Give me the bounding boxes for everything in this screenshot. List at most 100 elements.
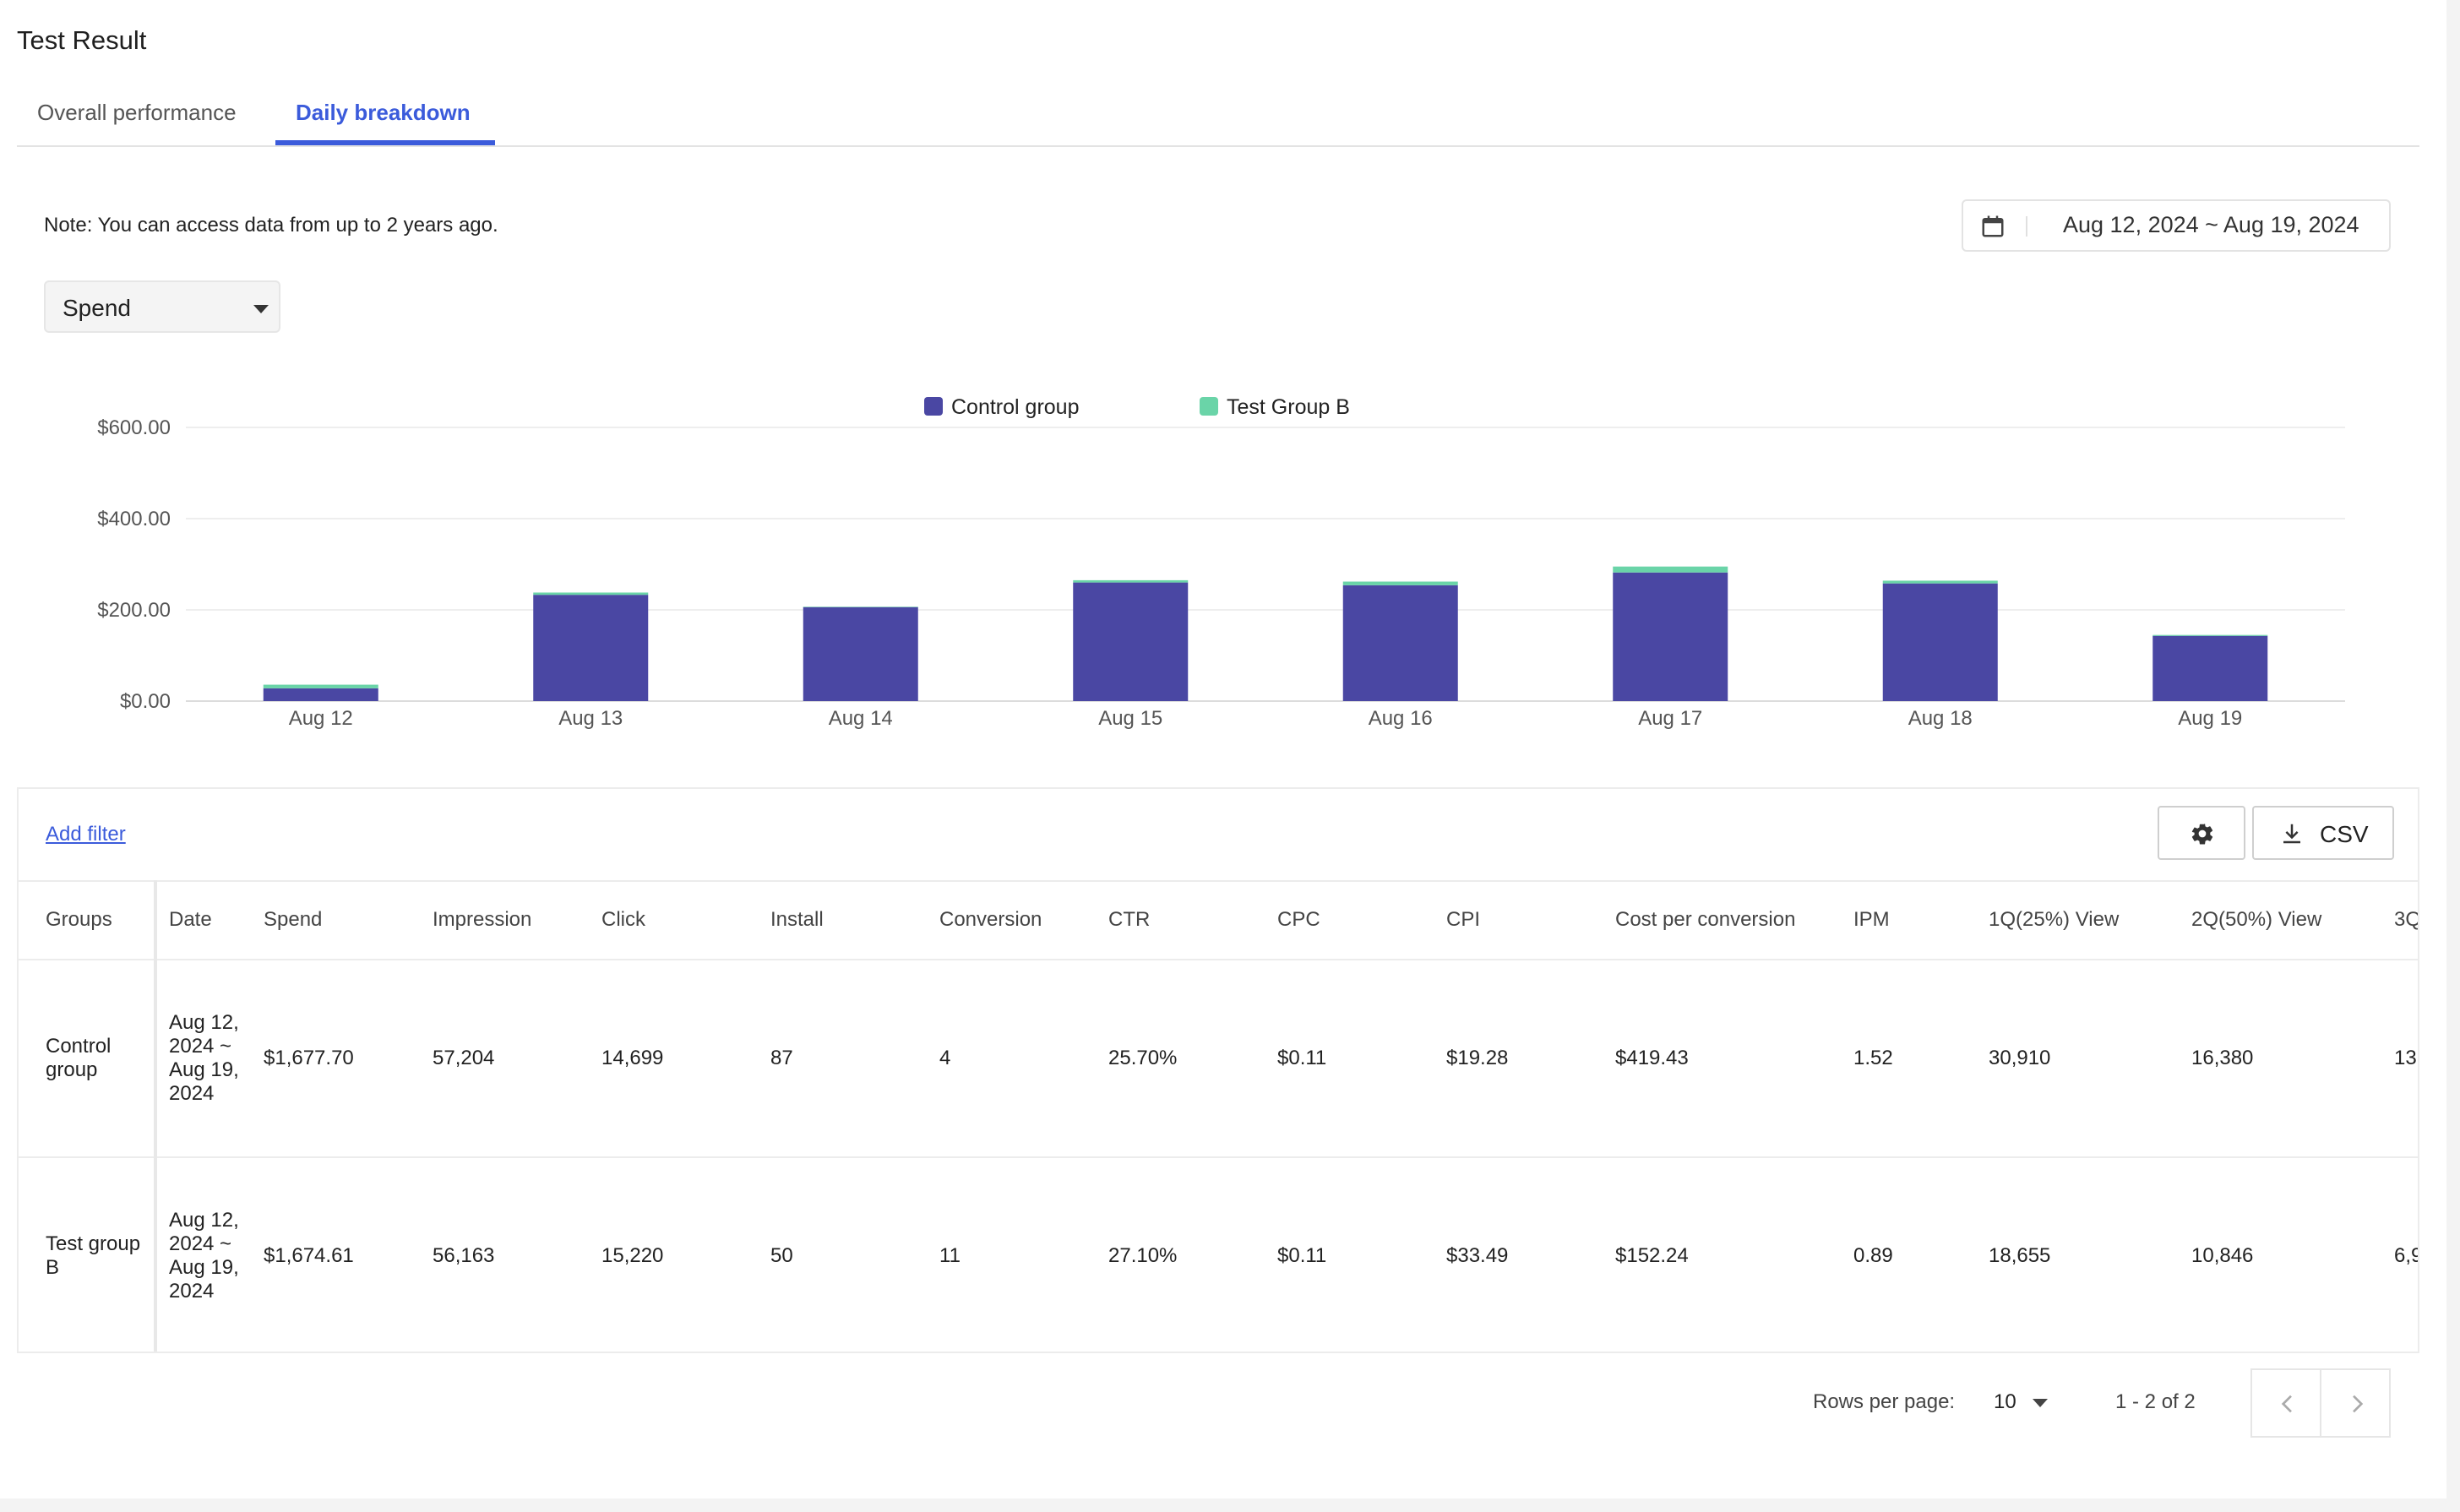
table-cell: 4 bbox=[928, 960, 1097, 1158]
y-tick-label: $0.00 bbox=[120, 690, 171, 713]
legend-label: Control group bbox=[951, 395, 1079, 419]
active-tab-indicator bbox=[275, 140, 495, 145]
group-cell: Control group bbox=[19, 960, 157, 1158]
column-header[interactable]: CTR bbox=[1097, 880, 1265, 960]
bar-test-group-b bbox=[1882, 580, 1998, 584]
column-header[interactable]: Impression bbox=[421, 880, 590, 960]
table-cell: 15,220 bbox=[590, 1157, 759, 1352]
bar-control-group bbox=[1073, 582, 1189, 701]
previous-page-button[interactable] bbox=[2250, 1368, 2321, 1438]
table-cell: $152.24 bbox=[1603, 1157, 1842, 1352]
date-range-separator bbox=[2026, 216, 2027, 237]
x-tick-label: Aug 19 bbox=[2178, 707, 2242, 730]
column-header[interactable]: Install bbox=[759, 880, 928, 960]
table-cell: 57,204 bbox=[421, 960, 590, 1158]
y-tick-label: $200.00 bbox=[97, 599, 171, 622]
rows-per-page-select[interactable]: 10 bbox=[1994, 1390, 2016, 1413]
column-header[interactable]: CPI bbox=[1434, 880, 1603, 960]
spend-chart: $0.00 $200.00 $400.00 $600.00 Aug 12 Aug 13 A… bbox=[97, 395, 2345, 730]
download-icon bbox=[2283, 824, 2300, 844]
gear-icon bbox=[2191, 824, 2213, 845]
x-tick-label: Aug 12 bbox=[289, 707, 353, 730]
bar-control-group bbox=[263, 688, 378, 701]
table-cell: $1,677.70 bbox=[252, 960, 421, 1158]
bar-test-group-b bbox=[2152, 634, 2268, 636]
table-row: Test group B Aug 12, 2024 ~ Aug 19, 2024… bbox=[19, 1157, 2418, 1352]
table-cell: 87 bbox=[759, 960, 928, 1158]
column-header[interactable]: 2Q(50%) View bbox=[2180, 880, 2382, 960]
table-cell: 6,9 bbox=[2382, 1157, 2418, 1352]
tab-bar: Overall performance Daily breakdown bbox=[17, 88, 2419, 147]
table-row: Control group Aug 12, 2024 ~ Aug 19, 202… bbox=[19, 960, 2418, 1158]
date-range-label: Aug 12, 2024 ~ Aug 19, 2024 bbox=[2063, 212, 2359, 237]
metric-dropdown-value: Spend bbox=[63, 295, 131, 321]
chevron-left-icon bbox=[2281, 1395, 2292, 1413]
bar-test-group-b bbox=[533, 592, 649, 596]
bar-control-group bbox=[803, 606, 918, 701]
table-cell: $33.49 bbox=[1434, 1157, 1603, 1352]
table-cell: 16,380 bbox=[2180, 960, 2382, 1158]
bar-test-group-b bbox=[1613, 566, 1728, 573]
calendar-icon bbox=[1982, 215, 2004, 237]
table-cell: 14,699 bbox=[590, 960, 759, 1158]
chevron-down-icon[interactable] bbox=[2033, 1399, 2048, 1407]
legend-swatch-control-group bbox=[924, 397, 943, 416]
column-settings-button[interactable] bbox=[2158, 806, 2245, 860]
y-tick-label: $400.00 bbox=[97, 508, 171, 530]
date-cell: Aug 12, 2024 ~ Aug 19, 2024 bbox=[155, 960, 252, 1158]
page-scrollbar-horizontal[interactable] bbox=[0, 1498, 2460, 1512]
column-header[interactable]: CPC bbox=[1265, 880, 1434, 960]
table-cell: 50 bbox=[759, 1157, 928, 1352]
page-title: Test Result bbox=[17, 25, 147, 55]
csv-download-button[interactable]: CSV bbox=[2252, 806, 2394, 860]
table-cell: 13, bbox=[2382, 960, 2418, 1158]
table-toolbar: Add filter CSV bbox=[19, 789, 2418, 882]
next-page-button[interactable] bbox=[2320, 1368, 2391, 1438]
table-cell: $0.11 bbox=[1265, 960, 1434, 1158]
bar-control-group bbox=[1613, 572, 1728, 701]
column-header[interactable]: Date bbox=[155, 880, 252, 960]
table-cell: 56,163 bbox=[421, 1157, 590, 1352]
x-tick-label: Aug 15 bbox=[1098, 707, 1162, 730]
bar-test-group-b bbox=[1342, 581, 1458, 585]
column-header[interactable]: Groups bbox=[19, 880, 157, 960]
column-header[interactable]: 3Q(75%) View bbox=[2382, 880, 2418, 960]
column-header[interactable]: Conversion bbox=[928, 880, 1097, 960]
column-header[interactable]: Click bbox=[590, 880, 759, 960]
chevron-right-icon bbox=[2353, 1395, 2364, 1413]
tab-overall-performance[interactable]: Overall performance bbox=[37, 100, 237, 125]
date-range-picker[interactable]: Aug 12, 2024 ~ Aug 19, 2024 bbox=[1962, 199, 2391, 252]
x-tick-label: Aug 13 bbox=[558, 707, 623, 730]
x-tick-label: Aug 17 bbox=[1638, 707, 1702, 730]
table-cell: $1,674.61 bbox=[252, 1157, 421, 1352]
table-cell: 18,655 bbox=[1977, 1157, 2180, 1352]
group-cell: Test group B bbox=[19, 1157, 157, 1352]
legend-swatch-test-group-b bbox=[1200, 397, 1218, 416]
table-cell: $419.43 bbox=[1603, 960, 1842, 1158]
bar-test-group-b bbox=[263, 684, 378, 688]
page-scrollbar-vertical[interactable] bbox=[2446, 0, 2460, 1512]
chevron-down-icon bbox=[253, 305, 269, 313]
add-filter-link[interactable]: Add filter bbox=[46, 823, 126, 846]
table-header-row: Groups Date Spend Impression Click Insta… bbox=[19, 880, 2418, 960]
rows-per-page-label: Rows per page: bbox=[1813, 1390, 1956, 1413]
column-header[interactable]: Cost per conversion bbox=[1603, 880, 1842, 960]
table-cell: 10,846 bbox=[2180, 1157, 2382, 1352]
bar-test-group-b bbox=[803, 606, 918, 607]
legend-label: Test Group B bbox=[1227, 395, 1350, 419]
csv-button-label: CSV bbox=[2320, 821, 2369, 847]
bar-test-group-b bbox=[1073, 579, 1189, 583]
tab-daily-breakdown[interactable]: Daily breakdown bbox=[296, 100, 471, 125]
pagination-range: 1 - 2 of 2 bbox=[2115, 1390, 2196, 1413]
x-tick-label: Aug 18 bbox=[1908, 707, 1973, 730]
table-cell: $0.11 bbox=[1265, 1157, 1434, 1352]
table-cell: 11 bbox=[928, 1157, 1097, 1352]
metric-dropdown[interactable]: Spend bbox=[44, 280, 280, 333]
column-header[interactable]: Spend bbox=[252, 880, 421, 960]
column-header[interactable]: 1Q(25%) View bbox=[1977, 880, 2180, 960]
date-cell: Aug 12, 2024 ~ Aug 19, 2024 bbox=[155, 1157, 252, 1352]
bar-control-group bbox=[1342, 585, 1458, 701]
column-header[interactable]: IPM bbox=[1842, 880, 1977, 960]
bar-control-group bbox=[2152, 635, 2268, 701]
